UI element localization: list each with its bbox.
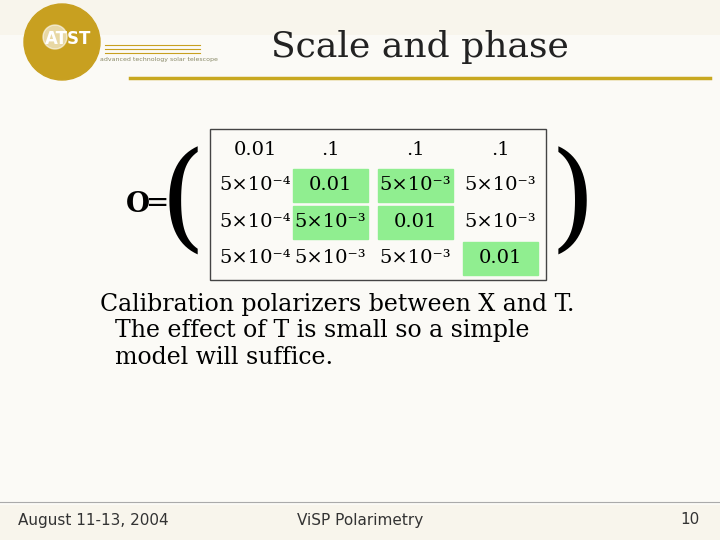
Text: 10: 10 bbox=[680, 512, 700, 528]
Text: 0.01: 0.01 bbox=[233, 141, 276, 159]
Text: 5×10⁻⁴: 5×10⁻⁴ bbox=[219, 249, 291, 267]
Text: 5×10⁻³: 5×10⁻³ bbox=[379, 249, 451, 267]
Text: 5×10⁻³: 5×10⁻³ bbox=[294, 213, 366, 231]
Text: 0.01: 0.01 bbox=[478, 249, 522, 267]
Text: 5×10⁻³: 5×10⁻³ bbox=[464, 213, 536, 231]
Bar bbox=[377, 168, 452, 201]
Text: 5×10⁻⁴: 5×10⁻⁴ bbox=[219, 176, 291, 194]
Text: Scale and phase: Scale and phase bbox=[271, 30, 569, 64]
Text: 5×10⁻³: 5×10⁻³ bbox=[464, 176, 536, 194]
Text: advanced technology solar telescope: advanced technology solar telescope bbox=[100, 57, 218, 63]
Text: 5×10⁻³: 5×10⁻³ bbox=[294, 249, 366, 267]
Bar bbox=[462, 241, 538, 274]
Circle shape bbox=[24, 4, 100, 80]
Text: 0.01: 0.01 bbox=[393, 213, 437, 231]
Text: Calibration polarizers between X and T.: Calibration polarizers between X and T. bbox=[100, 294, 575, 316]
Text: ): ) bbox=[549, 147, 595, 261]
Bar bbox=[292, 206, 367, 239]
Text: .1: .1 bbox=[491, 141, 509, 159]
Text: ViSP Polarimetry: ViSP Polarimetry bbox=[297, 512, 423, 528]
Text: 5×10⁻⁴: 5×10⁻⁴ bbox=[219, 213, 291, 231]
Text: (: ( bbox=[159, 147, 205, 261]
Text: The effect of T is small so a simple: The effect of T is small so a simple bbox=[100, 320, 529, 342]
Text: 0.01: 0.01 bbox=[308, 176, 351, 194]
Text: model will suffice.: model will suffice. bbox=[100, 346, 333, 368]
Text: O: O bbox=[125, 191, 150, 218]
Circle shape bbox=[43, 25, 67, 49]
Bar bbox=[0, 35, 720, 505]
Text: 5×10⁻³: 5×10⁻³ bbox=[379, 176, 451, 194]
Bar bbox=[292, 168, 367, 201]
Text: =: = bbox=[146, 191, 169, 218]
Text: .1: .1 bbox=[405, 141, 424, 159]
Text: August 11-13, 2004: August 11-13, 2004 bbox=[18, 512, 168, 528]
Bar bbox=[210, 129, 546, 280]
Text: ATST: ATST bbox=[45, 30, 91, 48]
Text: .1: .1 bbox=[320, 141, 339, 159]
Bar bbox=[377, 206, 452, 239]
